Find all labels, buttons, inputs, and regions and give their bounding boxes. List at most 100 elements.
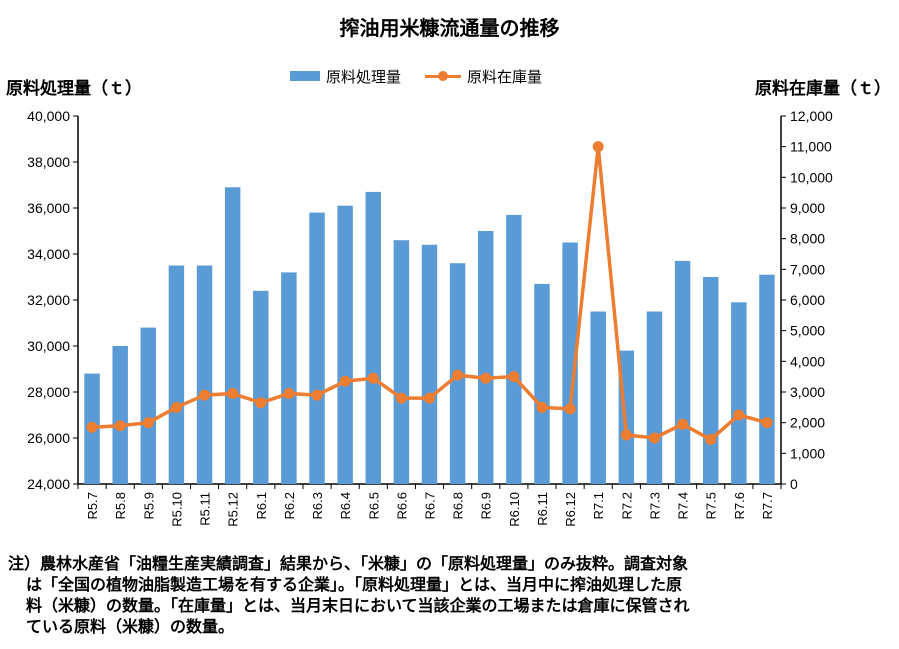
x-tick-label: R6.5 bbox=[366, 492, 381, 519]
right-tick-label: 2,000 bbox=[790, 415, 825, 431]
x-tick-label: R6.12 bbox=[563, 492, 578, 527]
x-tick-label: R6.8 bbox=[451, 492, 466, 519]
bar-R5.11 bbox=[196, 265, 213, 484]
inventory-point-R7.1 bbox=[592, 141, 604, 153]
left-tick-label: 40,000 bbox=[27, 108, 70, 124]
x-tick-label: R7.5 bbox=[704, 492, 719, 519]
legend-bar-swatch bbox=[290, 71, 320, 81]
right-tick-label: 8,000 bbox=[790, 231, 825, 247]
right-tick-label: 11,000 bbox=[790, 139, 832, 155]
x-tick-label: R7.1 bbox=[591, 492, 606, 519]
legend: 原料処理量 原料在庫量 bbox=[290, 65, 566, 87]
x-tick-label: R6.1 bbox=[254, 492, 269, 519]
bar-R7.5 bbox=[702, 277, 719, 484]
x-tick-label: R7.4 bbox=[676, 492, 691, 519]
x-tick-label: R5.12 bbox=[226, 492, 241, 527]
bar-R6.5 bbox=[365, 191, 381, 484]
chart-plot: 24,000 26,000 28,000 30,000 32,000 34,000 36,0… bbox=[27, 108, 833, 527]
x-tick-label: R7.6 bbox=[732, 492, 747, 519]
right-tick-label: 4,000 bbox=[790, 353, 825, 369]
bar-R5.9 bbox=[140, 327, 157, 484]
inventory-point-R7.5 bbox=[705, 434, 717, 446]
x-tick-label: R7.2 bbox=[619, 492, 634, 519]
bar-R6.11 bbox=[534, 283, 550, 484]
bar-R5.10 bbox=[168, 265, 185, 484]
left-tick-label: 38,000 bbox=[27, 154, 70, 170]
x-tick-label: R6.3 bbox=[310, 492, 325, 519]
x-tick-label: R5.7 bbox=[85, 492, 100, 519]
bar-R7.4 bbox=[674, 260, 691, 484]
inventory-point-R6.1 bbox=[255, 397, 267, 409]
bar-R6.2 bbox=[281, 272, 297, 484]
chart-title: 搾油用米糠流通量の推移 bbox=[339, 16, 560, 40]
right-tick-label: 7,000 bbox=[790, 261, 825, 277]
bar-R6.1 bbox=[253, 290, 269, 484]
footnote-line-2: は「全国の植物油脂製造工場を有する企業」。「原料処理量」とは、当月中に搾油処理し… bbox=[26, 575, 683, 594]
x-tick-label: R6.6 bbox=[394, 492, 409, 519]
legend-line-swatch bbox=[425, 70, 462, 82]
bar-R6.6 bbox=[393, 240, 410, 484]
x-tick-label: R6.2 bbox=[282, 492, 297, 519]
legend-label-processing: 原料処理量 bbox=[326, 67, 402, 86]
left-tick-label: 30,000 bbox=[27, 338, 70, 354]
right-tick-label: 1,000 bbox=[790, 445, 825, 461]
x-tick-label: R6.9 bbox=[479, 492, 494, 519]
x-tick-label: R7.7 bbox=[760, 492, 775, 519]
left-tick-label: 36,000 bbox=[27, 200, 70, 216]
inventory-point-R6.3 bbox=[311, 389, 323, 401]
x-tick-label: R5.8 bbox=[113, 492, 128, 519]
right-tick-label: 6,000 bbox=[790, 292, 825, 308]
left-tick-label: 26,000 bbox=[27, 430, 70, 446]
bar-R7.3 bbox=[646, 311, 663, 484]
inventory-point-R5.9 bbox=[142, 417, 154, 429]
inventory-point-R7.6 bbox=[733, 409, 745, 421]
footnote-line-3: 料（米糠）の数量。「在庫量」とは、当月末日において当該企業の工場または倉庫に保管… bbox=[26, 596, 690, 615]
bar-R6.9 bbox=[478, 231, 494, 484]
inventory-point-R6.7 bbox=[424, 392, 435, 404]
left-tick-label: 34,000 bbox=[27, 246, 70, 262]
inventory-point-R5.8 bbox=[114, 420, 126, 432]
bar-R7.1 bbox=[590, 311, 606, 484]
inventory-point-R7.7 bbox=[761, 417, 773, 429]
inventory-point-R6.5 bbox=[367, 372, 379, 384]
left-tick-label: 24,000 bbox=[27, 476, 70, 492]
bar-R5.8 bbox=[112, 346, 128, 484]
inventory-point-R5.7 bbox=[86, 421, 98, 433]
inventory-point-R6.12 bbox=[564, 403, 576, 415]
legend-item-inventory: 原料在庫量 bbox=[425, 66, 542, 87]
right-axis-title: 原料在庫量（ｔ） bbox=[755, 79, 891, 99]
inventory-point-R6.6 bbox=[395, 392, 407, 404]
bar-R6.12 bbox=[562, 242, 578, 484]
x-tick-label: R5.9 bbox=[141, 492, 156, 519]
x-tick-label: R6.7 bbox=[423, 492, 438, 519]
x-tick-label: R5.11 bbox=[198, 492, 213, 526]
right-tick-label: 9,000 bbox=[790, 200, 825, 216]
bar-R6.7 bbox=[421, 244, 438, 484]
x-tick-label: R6.10 bbox=[507, 492, 522, 527]
left-axis-title: 原料処理量（ｔ） bbox=[6, 79, 142, 99]
bar-R6.3 bbox=[309, 212, 325, 484]
left-tick-label: 32,000 bbox=[27, 292, 70, 308]
bar-R6.10 bbox=[506, 214, 522, 484]
bar-R5.12 bbox=[224, 187, 241, 485]
right-tick-label: 10,000 bbox=[790, 169, 833, 185]
left-tick-label: 28,000 bbox=[27, 384, 70, 400]
inventory-point-R6.4 bbox=[339, 375, 351, 387]
bar-R7.7 bbox=[759, 274, 775, 484]
inventory-point-R6.2 bbox=[283, 388, 295, 400]
x-tick-label: R6.11 bbox=[535, 492, 550, 526]
legend-label-inventory: 原料在庫量 bbox=[467, 67, 543, 86]
bar-R6.4 bbox=[337, 205, 353, 484]
inventory-point-R5.11 bbox=[199, 389, 211, 401]
inventory-point-R7.2 bbox=[620, 429, 632, 441]
x-tick-label: R7.3 bbox=[647, 492, 662, 519]
footnote: 注）農林水産省「油糧生産実績調査」結果から、「米糠」の「原料処理量」のみ抜粋。調… bbox=[8, 553, 888, 637]
right-tick-label: 5,000 bbox=[790, 323, 825, 339]
bar-R7.6 bbox=[731, 302, 747, 484]
inventory-point-R6.10 bbox=[508, 371, 520, 383]
inventory-point-R6.8 bbox=[452, 369, 464, 381]
right-tick-label: 3,000 bbox=[790, 384, 825, 400]
x-tick-label: R5.10 bbox=[169, 492, 184, 527]
footnote-line-1: 注）農林水産省「油糧生産実績調査」結果から、「米糠」の「原料処理量」のみ抜粋。調… bbox=[8, 554, 689, 573]
inventory-point-R6.9 bbox=[480, 372, 492, 384]
